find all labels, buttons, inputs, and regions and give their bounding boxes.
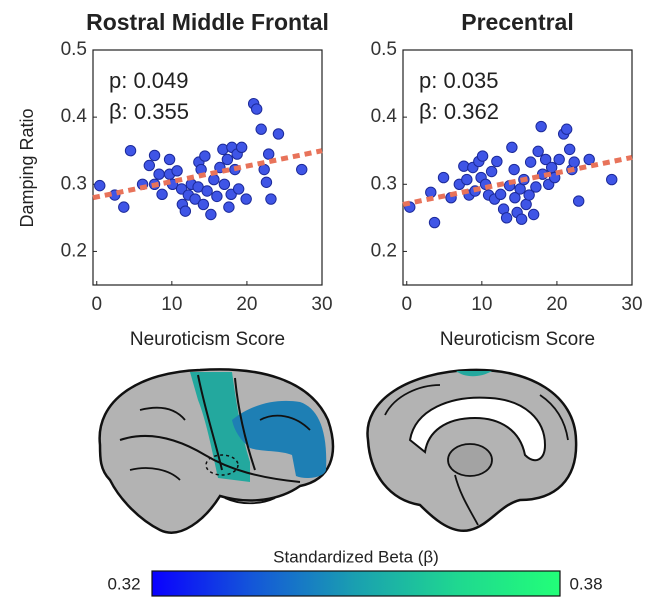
y-tick-label: 0.3 [371,173,397,194]
data-point [536,121,546,131]
data-point [486,166,496,176]
x-axis-label: Neuroticism Score [130,329,285,350]
data-point [462,174,472,184]
data-point [546,162,556,172]
data-point [224,202,234,212]
data-point [531,182,541,192]
y-tick-label: 0.5 [61,39,87,60]
data-point [206,209,216,219]
annotation: β: 0.362 [419,99,499,124]
data-point [501,213,511,223]
data-point [477,151,487,161]
data-point [202,186,212,196]
y-axis-label: Damping Ratio [17,108,37,227]
data-point [157,189,167,199]
data-point [573,196,583,206]
data-point [525,157,535,167]
annotation: β: 0.355 [109,99,189,124]
data-point [263,149,273,159]
data-point [564,144,574,154]
data-point [509,164,519,174]
x-tick-label: 10 [471,294,492,315]
data-point [438,172,448,182]
x-tick-label: 30 [621,294,642,315]
y-tick-label: 0.5 [371,39,397,60]
x-tick-label: 0 [91,294,102,315]
data-point [515,184,525,194]
data-point [273,129,283,139]
data-point [528,209,538,219]
data-point [200,151,210,161]
y-tick-label: 0.4 [61,106,88,127]
data-point [261,177,271,187]
data-point [180,206,190,216]
colorbar-tick-label: 0.32 [107,574,140,593]
data-point [236,142,246,152]
x-tick-label: 20 [236,294,257,315]
data-point [297,164,307,174]
x-tick-label: 10 [161,294,182,315]
y-tick-label: 0.3 [61,173,87,194]
data-point [569,157,579,167]
medial-brain [367,370,576,531]
data-point [144,160,154,170]
colorbar-tick-label: 0.38 [569,574,602,593]
chart-title: Precentral [461,9,574,35]
data-point [95,180,105,190]
data-point [241,194,251,204]
data-point [209,174,219,184]
data-point [233,184,243,194]
y-tick-label: 0.4 [371,106,398,127]
colorbar-label: Standardized Beta (β) [273,547,439,566]
data-point [521,199,531,209]
data-point [172,166,182,176]
x-tick-label: 20 [546,294,567,315]
chart-title: Rostral Middle Frontal [86,9,329,35]
data-point [256,124,266,134]
data-point [554,154,564,164]
figure: Standardized Beta (β) 0.32 0.38 Rostral Mi… [0,0,656,600]
data-point [149,150,159,160]
data-point [533,146,543,156]
annotation: p: 0.049 [109,68,189,93]
data-point [516,214,526,224]
y-tick-label: 0.2 [61,240,87,261]
data-point [607,174,617,184]
annotation: p: 0.035 [419,68,499,93]
colorbar [152,571,560,596]
data-point [219,179,229,189]
data-point [212,191,222,201]
data-point [164,154,174,164]
data-point [266,194,276,204]
data-point [222,154,232,164]
y-tick-label: 0.2 [371,240,397,261]
x-axis-label: Neuroticism Score [440,329,595,350]
data-point [495,189,505,199]
data-point [251,104,261,114]
data-point [125,146,135,156]
data-point [426,187,436,197]
data-point [198,199,208,209]
lateral-brain [100,369,333,532]
x-tick-label: 30 [311,294,332,315]
data-point [561,124,571,134]
x-tick-label: 0 [401,294,412,315]
data-point [507,142,517,152]
data-point [119,202,129,212]
data-point [429,217,439,227]
data-point [492,156,502,166]
data-point [154,169,164,179]
